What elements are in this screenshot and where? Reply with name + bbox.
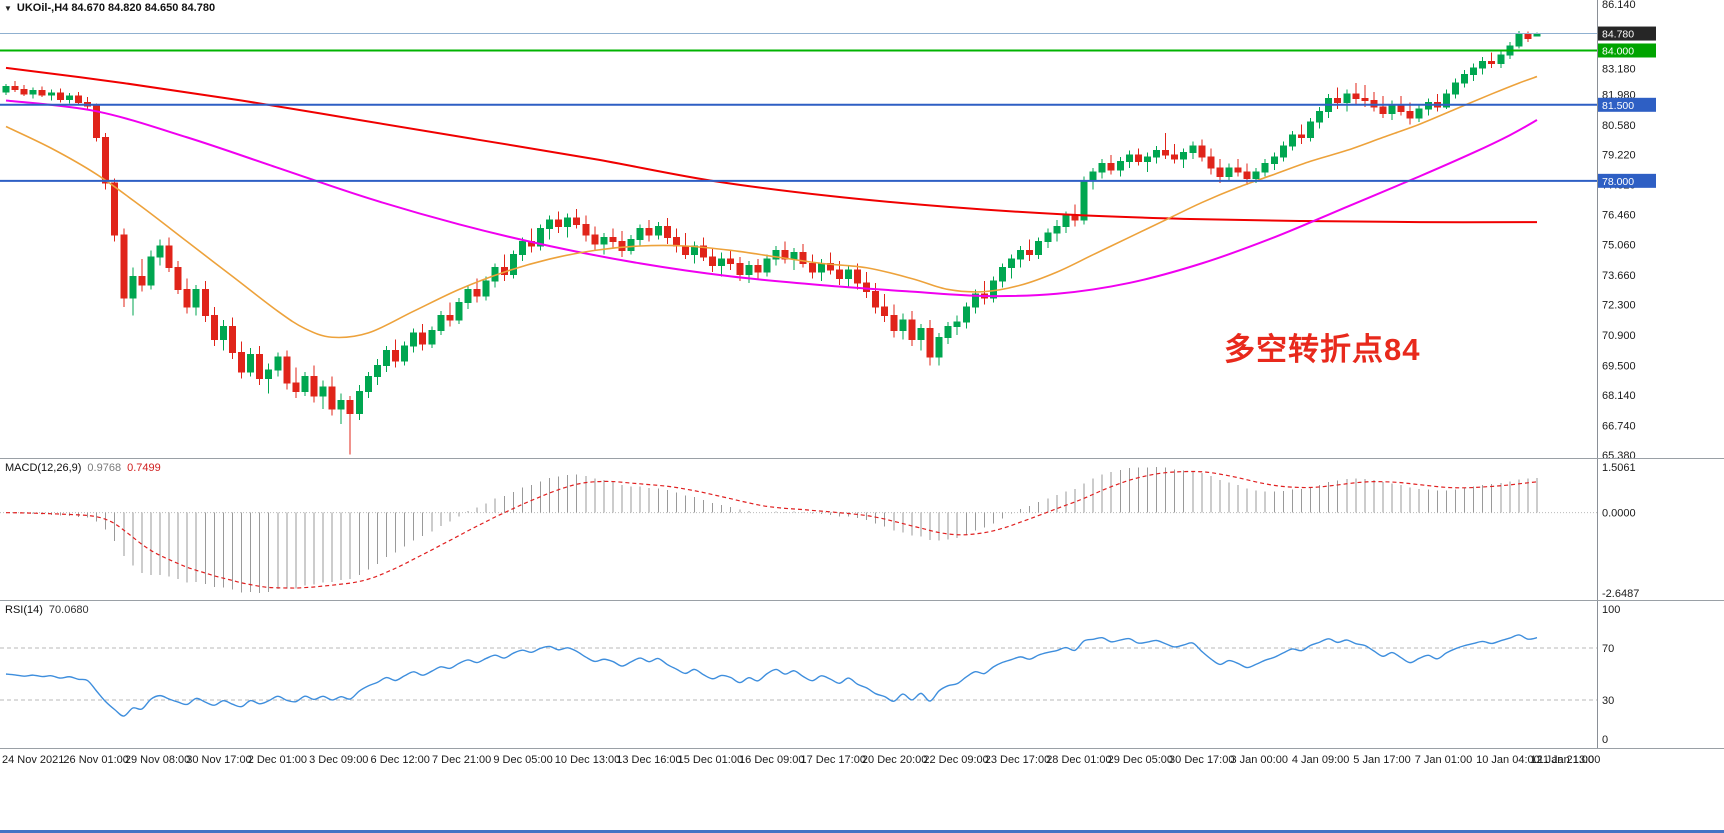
- svg-text:12 Jan 21:00: 12 Jan 21:00: [1530, 754, 1594, 766]
- rsi-label: RSI(14) 70.0680: [5, 604, 89, 616]
- svg-text:10 Jan 04:00: 10 Jan 04:00: [1476, 754, 1540, 766]
- macd-panel[interactable]: 1.5061 0.0000 -2.6487 MACD(12,26,9) 0.9768 0…: [0, 459, 1724, 601]
- svg-text:16 Dec 09:00: 16 Dec 09:00: [739, 754, 804, 766]
- svg-text:83.180: 83.180: [1602, 63, 1636, 75]
- chart-title-text: UKOil-,H4 84.670 84.820 84.650 84.780: [16, 2, 216, 14]
- rsi-plot[interactable]: 100 70 30 0: [0, 601, 1724, 748]
- svg-text:79.220: 79.220: [1602, 149, 1636, 161]
- svg-text:70.900: 70.900: [1602, 330, 1636, 342]
- svg-text:100: 100: [1602, 604, 1620, 616]
- svg-text:10 Dec 13:00: 10 Dec 13:00: [555, 754, 620, 766]
- svg-text:84.000: 84.000: [1602, 45, 1634, 57]
- svg-text:81.500: 81.500: [1602, 100, 1634, 112]
- svg-text:30 Dec 17:00: 30 Dec 17:00: [1169, 754, 1234, 766]
- svg-text:84.780: 84.780: [1602, 29, 1634, 41]
- svg-text:80.580: 80.580: [1602, 120, 1636, 132]
- svg-text:20 Dec 20:00: 20 Dec 20:00: [862, 754, 927, 766]
- svg-text:30: 30: [1602, 695, 1614, 707]
- rsi-value: 70.0680: [48, 604, 89, 616]
- chart-annotation: 多空转折点84: [1224, 332, 1421, 367]
- svg-text:2 Dec 01:00: 2 Dec 01:00: [248, 754, 307, 766]
- time-axis[interactable]: 24 Nov 2021 26 Nov 01:00 29 Nov 08:00 30 No…: [0, 749, 1724, 785]
- macd-main-value: 0.9768: [87, 462, 122, 474]
- svg-text:75.060: 75.060: [1602, 240, 1636, 252]
- svg-text:3 Dec 09:00: 3 Dec 09:00: [309, 754, 368, 766]
- svg-text:30 Nov 17:00: 30 Nov 17:00: [186, 754, 251, 766]
- svg-text:29 Dec 05:00: 29 Dec 05:00: [1108, 754, 1173, 766]
- svg-text:6 Dec 12:00: 6 Dec 12:00: [371, 754, 430, 766]
- svg-text:13 Dec 16:00: 13 Dec 16:00: [616, 754, 681, 766]
- svg-text:65.380: 65.380: [1602, 450, 1636, 458]
- svg-text:69.500: 69.500: [1602, 360, 1636, 372]
- svg-text:22 Dec 09:00: 22 Dec 09:00: [923, 754, 988, 766]
- svg-text:24 Nov 2021: 24 Nov 2021: [2, 754, 64, 766]
- svg-text:3 Jan 00:00: 3 Jan 00:00: [1230, 754, 1288, 766]
- svg-text:15 Dec 01:00: 15 Dec 01:00: [678, 754, 743, 766]
- rsi-panel[interactable]: 100 70 30 0 RSI(14) 70.0680: [0, 601, 1724, 749]
- svg-text:76.460: 76.460: [1602, 209, 1636, 221]
- svg-text:28 Dec 01:00: 28 Dec 01:00: [1046, 754, 1111, 766]
- svg-text:11 Jan 13:00: 11 Jan 13:00: [1538, 754, 1601, 766]
- svg-text:7 Dec 21:00: 7 Dec 21:00: [432, 754, 491, 766]
- svg-text:9 Dec 05:00: 9 Dec 05:00: [493, 754, 552, 766]
- svg-text:-2.6487: -2.6487: [1602, 588, 1639, 600]
- svg-text:23 Dec 17:00: 23 Dec 17:00: [985, 754, 1050, 766]
- macd-name: MACD(12,26,9): [5, 462, 82, 474]
- svg-text:17 Dec 17:00: 17 Dec 17:00: [801, 754, 866, 766]
- svg-text:86.140: 86.140: [1602, 0, 1636, 11]
- svg-text:5 Jan 17:00: 5 Jan 17:00: [1353, 754, 1411, 766]
- svg-text:70: 70: [1602, 643, 1614, 655]
- macd-signal-value: 0.7499: [127, 462, 161, 474]
- collapse-triangle-icon[interactable]: ▼: [4, 3, 12, 13]
- svg-text:4 Jan 09:00: 4 Jan 09:00: [1292, 754, 1350, 766]
- svg-text:0.0000: 0.0000: [1602, 508, 1636, 520]
- svg-text:72.300: 72.300: [1602, 300, 1636, 312]
- macd-label: MACD(12,26,9) 0.9768 0.7499: [5, 462, 161, 474]
- svg-text:1.5061: 1.5061: [1602, 462, 1636, 474]
- svg-text:7 Jan 01:00: 7 Jan 01:00: [1415, 754, 1473, 766]
- svg-text:66.740: 66.740: [1602, 420, 1636, 432]
- price-chart-panel[interactable]: 86.14083.18081.98080.58079.22077.82076.4…: [0, 0, 1724, 459]
- rsi-name: RSI(14): [5, 604, 43, 616]
- svg-text:0: 0: [1602, 734, 1608, 746]
- macd-plot[interactable]: 1.5061 0.0000 -2.6487: [0, 459, 1724, 600]
- svg-text:78.000: 78.000: [1602, 176, 1634, 188]
- svg-text:26 Nov 01:00: 26 Nov 01:00: [63, 754, 128, 766]
- chart-title: ▼ UKOil-,H4 84.670 84.820 84.650 84.780: [4, 2, 215, 14]
- svg-text:73.660: 73.660: [1602, 270, 1636, 282]
- bottom-window-border: [0, 830, 1724, 833]
- svg-text:68.140: 68.140: [1602, 390, 1636, 402]
- svg-text:29 Nov 08:00: 29 Nov 08:00: [125, 754, 190, 766]
- price-plot[interactable]: 86.14083.18081.98080.58079.22077.82076.4…: [0, 0, 1724, 458]
